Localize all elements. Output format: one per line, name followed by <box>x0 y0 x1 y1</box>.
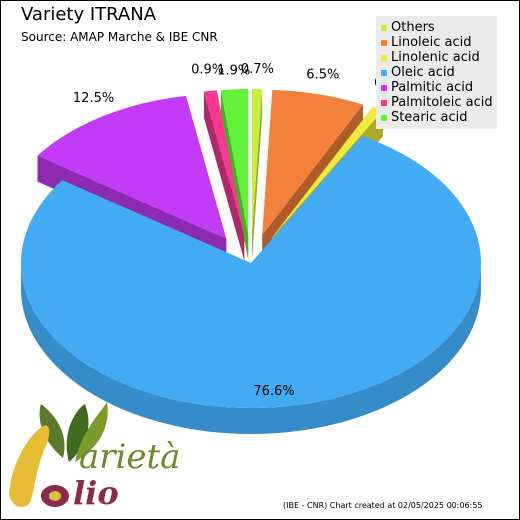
pie-slices <box>20 89 482 408</box>
pie-slice-oleic-acid <box>20 135 482 408</box>
chart-subtitle: Source: AMAP Marche & IBE CNR <box>21 30 218 44</box>
legend-label: Oleic acid <box>391 65 455 80</box>
pie-label-4: 12.5% <box>73 91 114 106</box>
legend: Others Linoleic acid Linolenic acid Olei… <box>376 16 497 129</box>
legend-label: Stearic acid <box>391 110 468 125</box>
legend-label: Palmitoleic acid <box>391 95 493 110</box>
logo-leaf-left <box>39 404 65 458</box>
logo-text-olio: lio <box>73 474 119 512</box>
pie-label-6: 1.9% <box>217 64 250 79</box>
pie-wall-5-0 <box>203 91 245 261</box>
pie-wall-6-0 <box>220 90 249 261</box>
pie-label-3: 76.6% <box>253 384 294 399</box>
legend-label: Others <box>391 20 435 35</box>
legend-swatch <box>381 85 387 91</box>
legend-label: Palmitic acid <box>391 80 474 95</box>
logo-leaf-right <box>75 402 108 462</box>
pie-label-1: 6.5% <box>306 68 339 83</box>
pie-slice-linoleic-acid <box>262 90 363 235</box>
pie-wall-0-1 <box>252 89 263 261</box>
pie-label-0: 0.7% <box>241 62 274 77</box>
varieta-olio-logo: arietà lio <box>9 402 180 512</box>
pie-slice-palmitic-acid <box>37 95 227 239</box>
logo-leaf-center <box>66 404 89 462</box>
pie-slice-linolenic-acid <box>272 106 384 238</box>
logo-text-varieta: arietà <box>79 437 180 477</box>
legend-swatch <box>381 70 387 76</box>
chart-title: Variety ITRANA <box>21 4 157 25</box>
legend-label: Linoleic acid <box>391 35 472 50</box>
legend-swatch <box>381 115 387 121</box>
legend-swatch <box>381 100 387 106</box>
legend-swatch <box>381 40 387 46</box>
pie-label-5: 0.9% <box>191 62 224 77</box>
pie-slice-stearic-acid <box>220 89 249 235</box>
pie-slice-others <box>252 89 263 235</box>
legend-swatch <box>381 55 387 61</box>
pie-side-3 <box>21 261 481 434</box>
legend-swatch <box>381 25 387 31</box>
logo-olive-one <box>9 425 50 508</box>
chart-footer: (IBE - CNR) Chart created at 02/05/2025 … <box>283 501 483 510</box>
legend-label: Linolenic acid <box>391 50 480 65</box>
pie-slice-palmitoleic-acid <box>203 90 245 235</box>
